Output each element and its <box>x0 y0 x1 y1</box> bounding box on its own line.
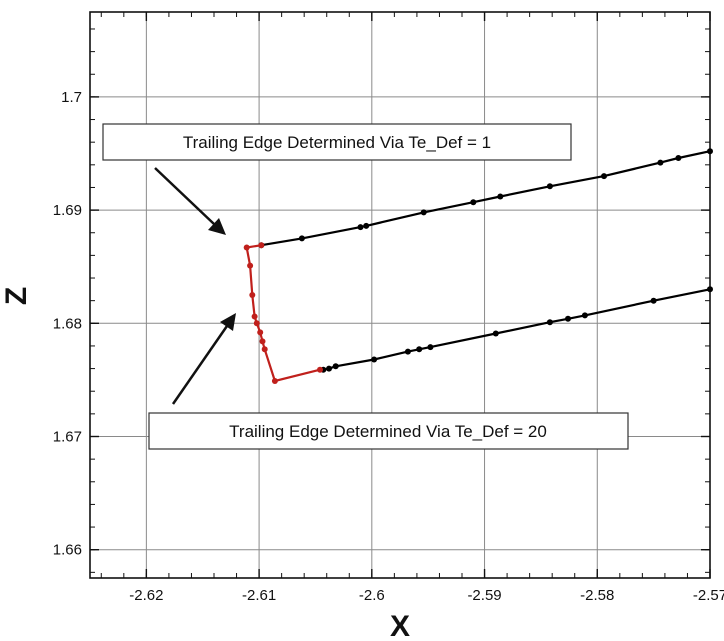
data-point <box>492 330 499 337</box>
data-point <box>259 338 266 345</box>
y-tick-label: 1.7 <box>61 89 82 106</box>
data-point <box>317 366 323 373</box>
annotation-te-def-20: Trailing Edge Determined Via Te_Def = 20 <box>148 313 629 450</box>
data-point <box>404 348 411 355</box>
annotation-arrow-line <box>171 325 229 405</box>
data-point <box>470 199 477 206</box>
data-point <box>546 319 553 326</box>
x-tick-label: -2.6 <box>359 587 385 604</box>
data-point <box>257 329 264 336</box>
minor-ticks <box>90 12 711 578</box>
series-layer <box>243 148 713 384</box>
data-point <box>427 344 434 351</box>
annotation-label: Trailing Edge Determined Via Te_Def = 20 <box>229 422 547 441</box>
data-point <box>251 313 258 320</box>
x-tick-label: -2.58 <box>580 587 614 604</box>
x-tick-label: -2.62 <box>129 587 163 604</box>
data-point <box>497 193 504 200</box>
data-point <box>253 320 260 327</box>
annotation-arrow-line <box>154 167 215 225</box>
data-point <box>707 148 713 155</box>
data-point <box>298 235 305 242</box>
data-point <box>601 173 607 180</box>
tick-labels: -2.62 -2.61 -2.6 -2.59 -2.58 -2.57 1.66 1.67 1.6… <box>53 89 724 604</box>
data-point <box>420 209 427 216</box>
data-point <box>675 155 682 161</box>
series-2 <box>320 286 713 373</box>
x-tick-label: -2.61 <box>242 587 276 604</box>
annotation-arrow-head <box>220 313 236 331</box>
data-point <box>249 292 256 298</box>
x-axis-title: X <box>390 610 410 641</box>
data-point <box>332 363 339 370</box>
x-tick-label: -2.57 <box>693 587 724 604</box>
data-point <box>707 286 713 293</box>
data-point <box>243 244 250 251</box>
data-point <box>363 222 370 229</box>
data-point <box>581 312 588 319</box>
data-point <box>416 346 423 353</box>
y-tick-label: 1.66 <box>53 542 82 559</box>
plot-frame <box>89 11 711 579</box>
data-point <box>271 378 278 384</box>
y-axis-title: Z <box>0 287 33 305</box>
series-3 <box>243 242 323 384</box>
data-point <box>357 224 364 231</box>
data-point <box>371 356 378 363</box>
data-point <box>650 297 657 304</box>
data-point <box>546 183 553 190</box>
annotation-arrow-head <box>208 218 226 235</box>
annotation-box <box>102 123 572 161</box>
annotation-te-def-1: Trailing Edge Determined Via Te_Def = 1 <box>102 123 572 235</box>
series-1 <box>258 148 713 249</box>
data-point <box>247 262 254 269</box>
y-tick-label: 1.67 <box>53 429 82 446</box>
data-point <box>326 365 332 372</box>
data-point <box>261 346 268 353</box>
annotation-label: Trailing Edge Determined Via Te_Def = 1 <box>183 133 491 152</box>
plot-area <box>90 12 710 578</box>
y-tick-label: 1.68 <box>53 315 82 332</box>
series-line <box>261 150 711 247</box>
y-tick-label: 1.69 <box>53 202 82 219</box>
data-point <box>258 242 265 249</box>
annotation-box <box>148 412 629 450</box>
x-tick-label: -2.59 <box>467 587 501 604</box>
data-point <box>565 315 571 322</box>
data-point <box>657 159 664 166</box>
